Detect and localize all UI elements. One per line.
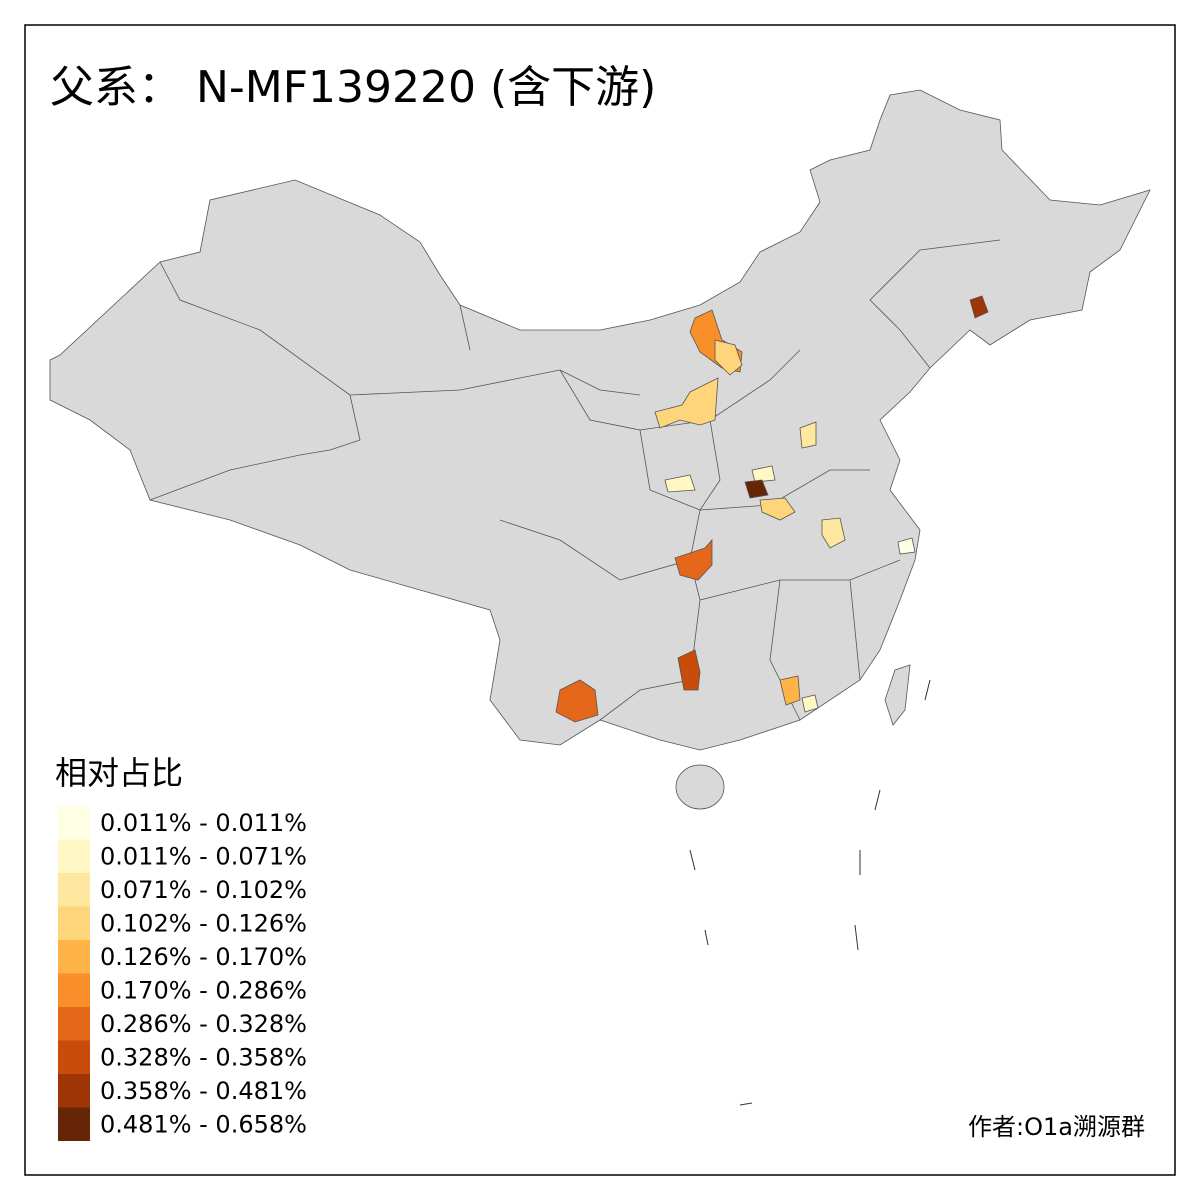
legend-title: 相对占比: [55, 754, 183, 792]
map: [49, 89, 1151, 1106]
author: 作者:O1a溯源群: [968, 1113, 1145, 1141]
country-outline: [49, 89, 1151, 751]
legend-swatch: [58, 1040, 90, 1074]
region: [759, 497, 796, 521]
legend-swatch: [58, 1007, 90, 1041]
legend-label: 0.102% - 0.126%: [100, 910, 307, 938]
legend-swatch: [58, 1107, 90, 1141]
legend-label: 0.011% - 0.071%: [100, 843, 307, 871]
legend-swatch: [58, 940, 90, 974]
legend-label: 0.481% - 0.658%: [100, 1111, 307, 1139]
legend-swatch: [58, 1074, 90, 1108]
region: [801, 694, 819, 713]
region: [654, 377, 719, 429]
legend-label: 0.011% - 0.011%: [100, 809, 307, 837]
legend-swatch: [58, 806, 90, 840]
region: [751, 465, 776, 483]
legend-label: 0.126% - 0.170%: [100, 943, 307, 971]
islands: [689, 679, 931, 1106]
region: [677, 649, 701, 691]
legend-label: 0.286% - 0.328%: [100, 1010, 307, 1038]
taiwan: [884, 664, 911, 726]
title: 父系： N-MF139220 (含下游): [50, 62, 656, 113]
legend-swatch: [58, 973, 90, 1007]
region: [969, 295, 989, 319]
region: [664, 474, 696, 493]
legend-swatch: [58, 906, 90, 940]
region: [779, 675, 801, 706]
legend-label: 0.170% - 0.286%: [100, 977, 307, 1005]
region: [821, 517, 846, 549]
legend: 0.011% - 0.011% 0.011% - 0.071% 0.071% - 0…: [58, 806, 307, 1141]
region: [897, 537, 916, 555]
legend-label: 0.071% - 0.102%: [100, 876, 307, 904]
region: [555, 679, 599, 723]
legend-swatch: [58, 839, 90, 873]
legend-label: 0.358% - 0.481%: [100, 1077, 307, 1105]
region: [799, 421, 817, 449]
legend-label: 0.328% - 0.358%: [100, 1044, 307, 1072]
region: [744, 479, 769, 499]
hainan: [675, 764, 725, 810]
region: [674, 538, 713, 581]
legend-swatch: [58, 873, 90, 907]
region: [714, 339, 743, 376]
